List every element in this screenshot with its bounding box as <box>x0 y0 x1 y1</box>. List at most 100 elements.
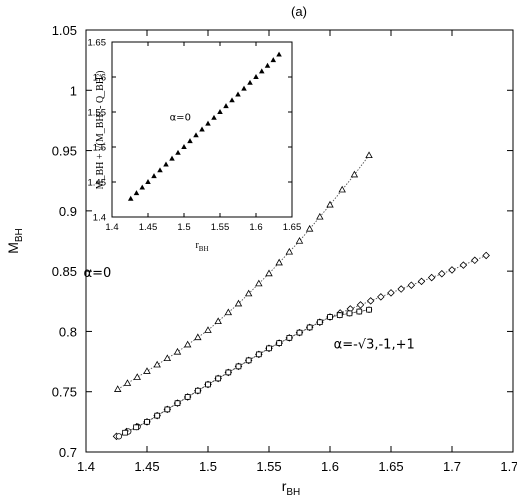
inset-series-0-point <box>199 126 205 132</box>
main-series-0-point <box>244 289 253 297</box>
inset-series-0-point <box>229 97 235 103</box>
inset-series-0-point <box>145 178 151 184</box>
main-y-tick-label: 1 <box>70 83 77 98</box>
main-series-1-line <box>116 255 487 437</box>
main-series-1-point <box>459 261 468 269</box>
inset-x-tick-label: 1.65 <box>283 222 302 233</box>
main-y-axis-label-main: M <box>5 242 21 254</box>
inset-series-0-point <box>211 114 217 120</box>
main-series-3-point <box>174 400 181 406</box>
main-series-3-point <box>346 310 353 317</box>
main-y-tick-label: 0.95 <box>52 144 77 159</box>
main-series-3-point <box>154 412 160 419</box>
main-series-0-point <box>214 317 222 325</box>
main-x-tick-label: 1.65 <box>378 459 403 474</box>
main-y-tick-label: 0.75 <box>52 385 77 400</box>
main-series-3-point <box>245 357 252 364</box>
inset-series-0-point <box>157 167 163 173</box>
main-series-3-point <box>276 340 282 346</box>
inset-x-axis-label-sub: BH <box>199 245 209 253</box>
inset-y-axis-label-group: M_BH + √(M_BH² - Q_BH²) <box>95 71 106 190</box>
inset-series-0-point <box>187 138 193 144</box>
main-x-tick-label: 1.45 <box>134 459 159 474</box>
inset-series-0-point <box>193 132 199 138</box>
main-x-axis-label-sub: BH <box>286 487 300 498</box>
main-series-0-point <box>316 212 324 220</box>
main-series <box>112 151 490 441</box>
inset-series-0-point <box>235 91 241 97</box>
main-series-0-point <box>255 279 263 287</box>
main-series-0-point <box>163 354 172 361</box>
main-x-axis-label: rBH <box>282 478 301 498</box>
inset-y-tick-label: 1.6 <box>93 73 106 84</box>
inset-y-tick-label: 1.45 <box>88 178 107 189</box>
main-y-tick-label: 0.8 <box>59 324 77 339</box>
main-series-3-point <box>122 429 128 436</box>
main-series-0-point <box>365 151 373 159</box>
main-series-3-point <box>317 319 323 325</box>
inset-plot-frame <box>111 41 293 218</box>
main-series-0-point <box>265 269 273 277</box>
main-series-3-point <box>205 381 211 388</box>
main-series-0-point <box>326 200 334 208</box>
inset-series-0-point <box>175 149 181 155</box>
main-series-0-point <box>234 299 243 307</box>
main-series-2-point <box>115 433 123 440</box>
inset-annotations: α=0 <box>170 112 191 123</box>
main-series-0-point <box>143 367 151 374</box>
main-series-0-line <box>117 155 370 390</box>
inset-series-0-point <box>127 195 134 201</box>
main-series-0-point <box>123 379 132 386</box>
main-series-3-point <box>306 324 313 331</box>
main-series-3-point <box>286 335 293 341</box>
inset-series-0-point <box>133 190 140 196</box>
main-x-tick-label: 1.4 <box>77 459 95 474</box>
main-series-1-point <box>407 281 416 289</box>
inset-series-0-point <box>217 108 223 114</box>
main-series-1-point <box>387 289 395 297</box>
inset-series-0-point <box>247 79 253 85</box>
main-series-0-point <box>275 258 283 266</box>
main-series-0-point <box>173 347 182 355</box>
inset-series-0-point <box>264 62 271 68</box>
main-ticks <box>85 29 514 453</box>
inset-series-0-point <box>169 155 175 161</box>
main-series-0-point <box>153 360 161 368</box>
main-series-0-point <box>224 308 233 316</box>
main-y-tick-label: 0.85 <box>52 264 77 279</box>
main-series-1-point <box>438 269 446 278</box>
main-series-3-point <box>296 329 303 336</box>
inset-series-0-point <box>181 143 187 149</box>
main-series-1-point <box>366 297 375 305</box>
main-plot-frame <box>85 29 514 453</box>
main-y-tick-label: 0.7 <box>59 445 77 460</box>
inset-x-axis-label-main: r <box>195 240 199 251</box>
main-series-1-point <box>397 285 405 293</box>
inset-series-0-point <box>151 173 157 179</box>
main-series-0-point <box>133 373 141 380</box>
inset-y-tick-label: 1.55 <box>88 108 107 119</box>
main-series-0-point <box>295 236 304 244</box>
main-annotation: α=0 <box>84 266 112 281</box>
main-y-axis-label: MBH <box>5 228 25 254</box>
main-annotations: α=0 α=-√3,-1,+1 <box>84 266 415 352</box>
main-series-1-point <box>448 266 456 274</box>
main-series-3-point <box>256 351 262 358</box>
main-series-3-point <box>195 387 201 394</box>
main-series-0-point <box>113 385 122 392</box>
main-series-3-point <box>164 406 171 413</box>
inset-series-0-point <box>258 68 265 74</box>
main-x-tick-label: 1.6 <box>321 459 339 474</box>
inset-tick-labels: 1.4 1.45 1.5 1.55 1.6 1.65 1.4 1.45 1.5 1.55 1.6 1.… <box>88 38 302 234</box>
panel-label: (a) <box>291 4 307 19</box>
main-series-3-point <box>356 308 363 315</box>
main-y-tick-label: 0.9 <box>59 204 77 219</box>
main-y-axis-label-group: MBH <box>5 228 25 254</box>
main-series-0-point <box>338 185 346 193</box>
inset-series-0-point <box>276 51 282 57</box>
main-x-tick-label: 1.7 <box>443 459 461 474</box>
main-series-0-point <box>285 247 294 255</box>
inset-annotation: α=0 <box>170 112 191 123</box>
inset-x-tick-label: 1.6 <box>249 222 262 233</box>
